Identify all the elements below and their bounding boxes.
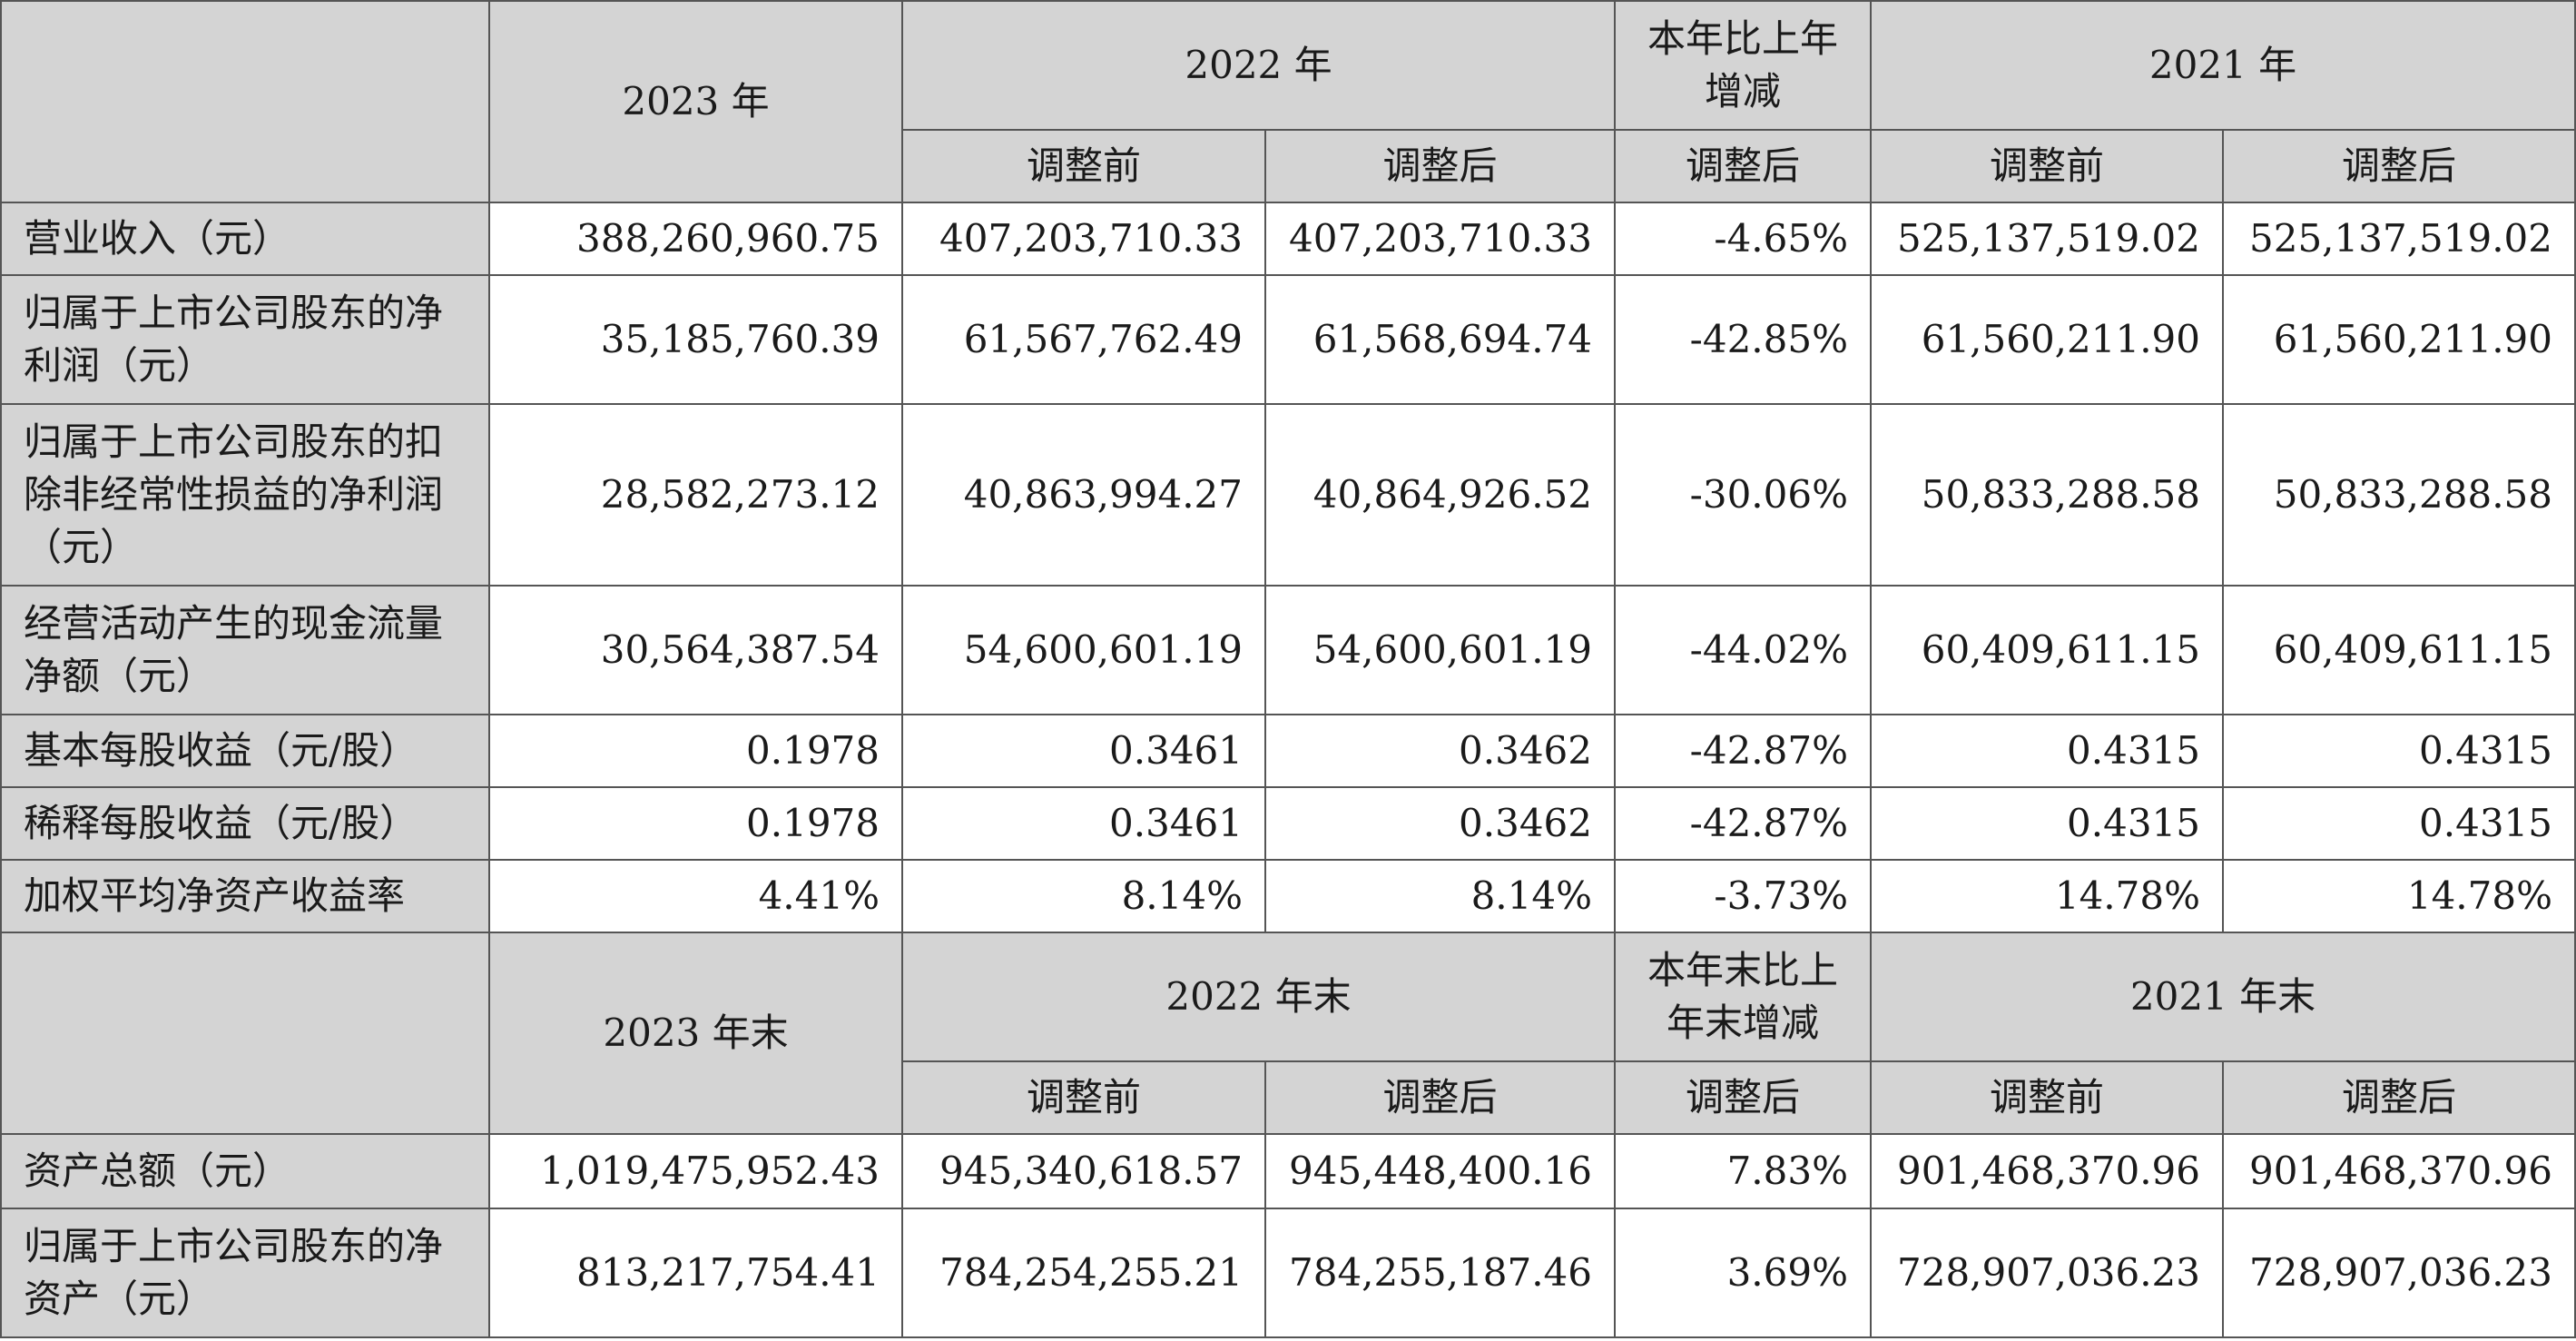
- value-cell: 50,833,288.58: [1870, 403, 2224, 587]
- table-row: 经营活动产生的现金流量净额（元） 30,564,387.54 54,600,60…: [0, 585, 2576, 715]
- value-cell: 50,833,288.58: [2222, 403, 2576, 587]
- value-cell: 0.3461: [901, 714, 1266, 788]
- header-row-1b: 调整前 调整后 调整后 调整前 调整后: [1, 129, 2576, 203]
- row-label: 稀释每股收益（元/股）: [0, 786, 490, 861]
- header-current-year: 2023 年: [488, 0, 903, 203]
- value-cell: 8.14%: [1264, 859, 1616, 933]
- value-cell: 0.1978: [488, 714, 903, 788]
- value-cell: 14.78%: [2222, 859, 2576, 933]
- value-cell: 40,864,926.52: [1264, 403, 1616, 587]
- value-cell: 0.3461: [901, 786, 1266, 861]
- row-label: 归属于上市公司股东的净资产（元）: [0, 1208, 490, 1338]
- value-cell: 901,468,370.96: [2222, 1133, 2576, 1209]
- value-cell: 525,137,519.02: [2222, 202, 2576, 276]
- value-cell: 60,409,611.15: [1870, 585, 2224, 715]
- header-blank-cell: [0, 0, 490, 203]
- header-row-2a: 2023 年末 2022 年末 本年末比上年末增减 2021 年末: [0, 932, 2576, 1135]
- row-label: 基本每股收益（元/股）: [0, 714, 490, 788]
- value-cell: 3.69%: [1614, 1208, 1872, 1338]
- header-change: 本年比上年增减: [1614, 0, 1872, 131]
- value-cell: 0.4315: [1870, 714, 2224, 788]
- value-cell: 945,340,618.57: [901, 1133, 1266, 1209]
- row-label: 加权平均净资产收益率: [0, 859, 490, 933]
- value-cell: 0.3462: [1264, 714, 1616, 788]
- value-cell: 61,568,694.74: [1264, 274, 1616, 405]
- row-label: 资产总额（元）: [0, 1133, 490, 1209]
- value-cell: -30.06%: [1614, 403, 1872, 587]
- value-cell: 61,560,211.90: [2222, 274, 2576, 405]
- value-cell: 728,907,036.23: [1870, 1208, 2224, 1338]
- header-change-after-adjust: 调整后: [1614, 129, 1872, 203]
- value-cell: 525,137,519.02: [1870, 202, 2224, 276]
- row-label: 营业收入（元）: [0, 202, 490, 276]
- row-label: 经营活动产生的现金流量净额（元）: [0, 585, 490, 715]
- value-cell: 945,448,400.16: [1264, 1133, 1616, 1209]
- value-cell: 28,582,273.12: [488, 403, 903, 587]
- value-cell: 61,567,762.49: [901, 274, 1266, 405]
- value-cell: 784,255,187.46: [1264, 1208, 1616, 1338]
- value-cell: 54,600,601.19: [901, 585, 1266, 715]
- value-cell: 0.3462: [1264, 786, 1616, 861]
- header-change-year-end: 本年末比上年末增减: [1614, 932, 1872, 1062]
- table-row: 稀释每股收益（元/股） 0.1978 0.3461 0.3462 -42.87%…: [0, 786, 2576, 861]
- value-cell: 4.41%: [488, 859, 903, 933]
- header-two-years-ago-end: 2021 年末: [1870, 932, 2576, 1062]
- header-prev-before-adjust: 调整前: [901, 1060, 1266, 1135]
- value-cell: -42.87%: [1614, 714, 1872, 788]
- value-cell: 0.4315: [1870, 786, 2224, 861]
- value-cell: -42.85%: [1614, 274, 1872, 405]
- value-cell: 54,600,601.19: [1264, 585, 1616, 715]
- header-current-year-end: 2023 年末: [488, 932, 903, 1135]
- value-cell: 728,907,036.23: [2222, 1208, 2576, 1338]
- value-cell: 35,185,760.39: [488, 274, 903, 405]
- header-prev-after-adjust: 调整后: [1264, 1060, 1616, 1135]
- value-cell: 813,217,754.41: [488, 1208, 903, 1338]
- value-cell: 0.1978: [488, 786, 903, 861]
- value-cell: 901,468,370.96: [1870, 1133, 2224, 1209]
- table-row: 归属于上市公司股东的净资产（元） 813,217,754.41 784,254,…: [0, 1208, 2576, 1338]
- header-row-1a: 2023 年 2022 年 本年比上年增减 2021 年: [0, 0, 2576, 203]
- row-label: 归属于上市公司股东的净利润（元）: [0, 274, 490, 405]
- value-cell: -3.73%: [1614, 859, 1872, 933]
- table-row: 加权平均净资产收益率 4.41% 8.14% 8.14% -3.73% 14.7…: [0, 859, 2576, 933]
- value-cell: 388,260,960.75: [488, 202, 903, 276]
- table-row: 基本每股收益（元/股） 0.1978 0.3461 0.3462 -42.87%…: [0, 714, 2576, 788]
- header-prev2-after-adjust: 调整后: [2222, 129, 2576, 203]
- value-cell: 0.4315: [2222, 714, 2576, 788]
- header-prev-before-adjust: 调整前: [901, 129, 1266, 203]
- value-cell: 14.78%: [1870, 859, 2224, 933]
- value-cell: 0.4315: [2222, 786, 2576, 861]
- header-row-2b: 调整前 调整后 调整后 调整前 调整后: [1, 1060, 2576, 1135]
- header-prev2-after-adjust: 调整后: [2222, 1060, 2576, 1135]
- table-row: 资产总额（元） 1,019,475,952.43 945,340,618.57 …: [0, 1133, 2576, 1209]
- value-cell: 407,203,710.33: [1264, 202, 1616, 276]
- header-previous-year-end: 2022 年末: [901, 932, 1616, 1062]
- value-cell: 7.83%: [1614, 1133, 1872, 1209]
- table-row: 营业收入（元） 388,260,960.75 407,203,710.33 40…: [0, 202, 2576, 276]
- value-cell: 8.14%: [901, 859, 1266, 933]
- header-previous-year: 2022 年: [901, 0, 1616, 131]
- table-row: 归属于上市公司股东的净利润（元） 35,185,760.39 61,567,76…: [0, 274, 2576, 405]
- value-cell: 1,019,475,952.43: [488, 1133, 903, 1209]
- table-row: 归属于上市公司股东的扣除非经常性损益的净利润（元） 28,582,273.12 …: [0, 403, 2576, 587]
- header-blank-cell: [0, 932, 490, 1135]
- header-two-years-ago: 2021 年: [1870, 0, 2576, 131]
- value-cell: -44.02%: [1614, 585, 1872, 715]
- value-cell: 40,863,994.27: [901, 403, 1266, 587]
- header-prev2-before-adjust: 调整前: [1870, 1060, 2224, 1135]
- value-cell: 60,409,611.15: [2222, 585, 2576, 715]
- value-cell: 61,560,211.90: [1870, 274, 2224, 405]
- value-cell: 30,564,387.54: [488, 585, 903, 715]
- value-cell: 784,254,255.21: [901, 1208, 1266, 1338]
- row-label: 归属于上市公司股东的扣除非经常性损益的净利润（元）: [0, 403, 490, 587]
- header-prev-after-adjust: 调整后: [1264, 129, 1616, 203]
- header-change-after-adjust: 调整后: [1614, 1060, 1872, 1135]
- value-cell: 407,203,710.33: [901, 202, 1266, 276]
- header-prev2-before-adjust: 调整前: [1870, 129, 2224, 203]
- value-cell: -4.65%: [1614, 202, 1872, 276]
- value-cell: -42.87%: [1614, 786, 1872, 861]
